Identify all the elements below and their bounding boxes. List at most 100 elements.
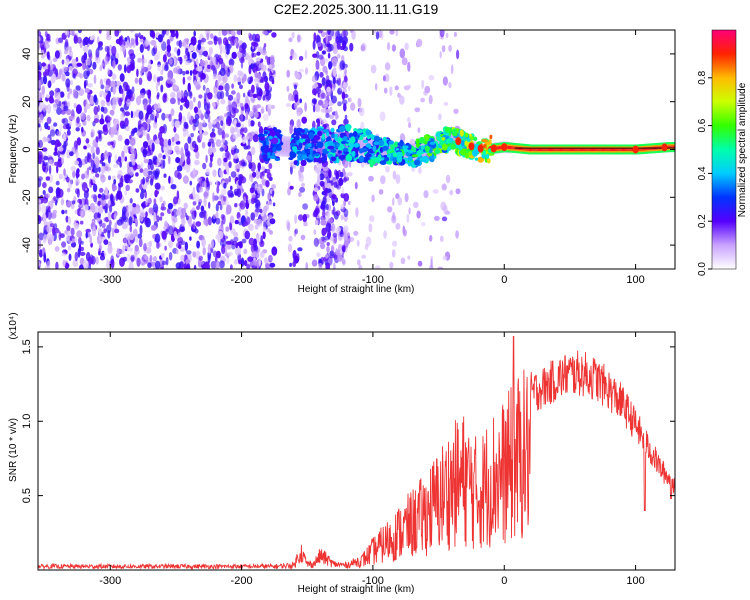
spectrogram-cell	[95, 146, 100, 155]
spectrogram-cell	[156, 215, 160, 223]
spectrogram-cell	[139, 168, 144, 173]
spectrogram-cell	[86, 57, 91, 66]
spectrogram-cell	[202, 131, 209, 136]
spectrogram-cell	[319, 180, 325, 187]
spectrogram-cell	[240, 176, 247, 184]
spectrogram-cell	[114, 228, 120, 234]
spectrogram-cell	[158, 76, 164, 81]
spectrogram-cell	[38, 36, 41, 42]
spectrogram-cell	[557, 148, 560, 151]
spectrogram-cell	[156, 241, 160, 249]
spectrogram-cell	[427, 152, 433, 157]
spectrogram-cell	[450, 143, 456, 150]
spectrogram-cell	[265, 90, 272, 101]
spectrogram-cell	[72, 68, 78, 77]
spectrogram-cell	[348, 97, 352, 103]
spectrogram-cell	[311, 150, 317, 155]
spectrogram-cell	[66, 201, 72, 207]
colorbar-gradient	[711, 29, 737, 270]
spectrogram-cell	[178, 244, 182, 250]
spectrogram-cell	[332, 76, 336, 85]
spectrogram-cell	[331, 133, 335, 139]
spectrogram-cell	[572, 148, 574, 151]
spectrogram-cell	[296, 119, 301, 129]
spectrogram-cell	[266, 152, 271, 159]
spectrogram-cell	[103, 239, 109, 245]
spectrogram-cell	[181, 261, 185, 268]
spectrogram-cell	[202, 84, 206, 91]
spectrogram-cell	[71, 238, 75, 243]
spectrogram-cell	[233, 148, 240, 154]
spectrogram-cell	[155, 112, 159, 119]
spectrogram-cell	[150, 162, 154, 171]
spectrogram-cell	[262, 153, 268, 159]
spectrogram-cell	[597, 148, 600, 151]
spectrogram-cell	[129, 224, 133, 233]
spectrogram-cell	[313, 209, 319, 218]
spectrogram-cell	[168, 58, 173, 65]
spectrogram-cell	[392, 197, 395, 206]
spectrogram-cell	[312, 157, 320, 163]
spectrogram-cell	[132, 205, 136, 215]
spectrogram-cell	[105, 56, 108, 65]
spectrogram-cell	[468, 142, 475, 151]
spectrogram-cell	[286, 85, 290, 92]
spectrogram-cell	[184, 241, 188, 252]
spectrogram-cell	[243, 248, 248, 255]
spectrogram-cell	[145, 211, 148, 218]
spectrogram-cell	[249, 96, 256, 104]
spectrogram-cell	[415, 138, 420, 145]
spectrogram-cell	[356, 129, 363, 134]
spectrogram-cell	[318, 258, 321, 265]
spectrogram-cell	[334, 110, 338, 121]
spectrogram-cell	[311, 75, 318, 83]
spectrogram-cell	[301, 116, 308, 124]
spectrogram-cell	[295, 73, 301, 80]
spectrogram-cell	[226, 204, 232, 215]
spectrogram-cell	[455, 188, 461, 195]
spectrogram-cell	[95, 173, 100, 178]
spectrogram-cell	[241, 136, 247, 144]
spectrogram-cell	[305, 138, 311, 144]
spectrogram-cell	[179, 56, 183, 65]
spectrogram-cell	[121, 222, 128, 230]
spectrogram-cell	[204, 50, 208, 58]
spectrogram-cell	[474, 157, 479, 161]
spectrogram-cell	[75, 172, 80, 178]
spectrogram-cell	[207, 147, 213, 155]
spectrogram-cell	[61, 65, 68, 73]
spectrogram-cell	[135, 172, 139, 177]
spectrogram-cell	[192, 168, 196, 176]
snr-y-tick-label: 1.5	[21, 339, 33, 354]
spectrogram-cell	[476, 141, 482, 145]
spectrogram-cell	[251, 51, 255, 59]
spectrogram-cell	[397, 196, 403, 206]
spectrogram-cell	[153, 74, 157, 83]
spectrogram-cell	[41, 213, 47, 223]
spectrogram-cell	[374, 83, 378, 91]
spectrogram-cell	[298, 68, 305, 73]
spectrogram-cell	[176, 89, 181, 94]
spectrogram-cell	[71, 58, 77, 67]
spectrogram-cell	[327, 140, 334, 148]
spectrogram-cell	[211, 128, 215, 133]
spectrogram-cell	[293, 160, 298, 166]
spectrogram-cell	[116, 247, 120, 257]
spectrogram-cell	[420, 97, 425, 103]
spectrogram-cell	[107, 68, 111, 75]
spectrogram-cell	[341, 99, 348, 105]
spectrogram-cell	[78, 264, 85, 269]
spectrogram-cell	[318, 237, 324, 244]
spectrogram-cell	[61, 241, 67, 248]
spectrogram-cell	[428, 94, 433, 105]
spectrogram-cell	[239, 128, 244, 136]
spectrogram-cell	[301, 182, 305, 188]
spectrogram-cell	[375, 265, 381, 269]
spectrogram-cell	[210, 155, 213, 163]
spectrogram-cell	[219, 43, 223, 50]
spectrogram-cell	[417, 260, 423, 267]
spectrogram-cell	[39, 113, 44, 124]
spectrogram-cell	[358, 155, 365, 163]
spectrogram-cell	[418, 137, 426, 144]
spectrogram-cell	[100, 106, 105, 112]
